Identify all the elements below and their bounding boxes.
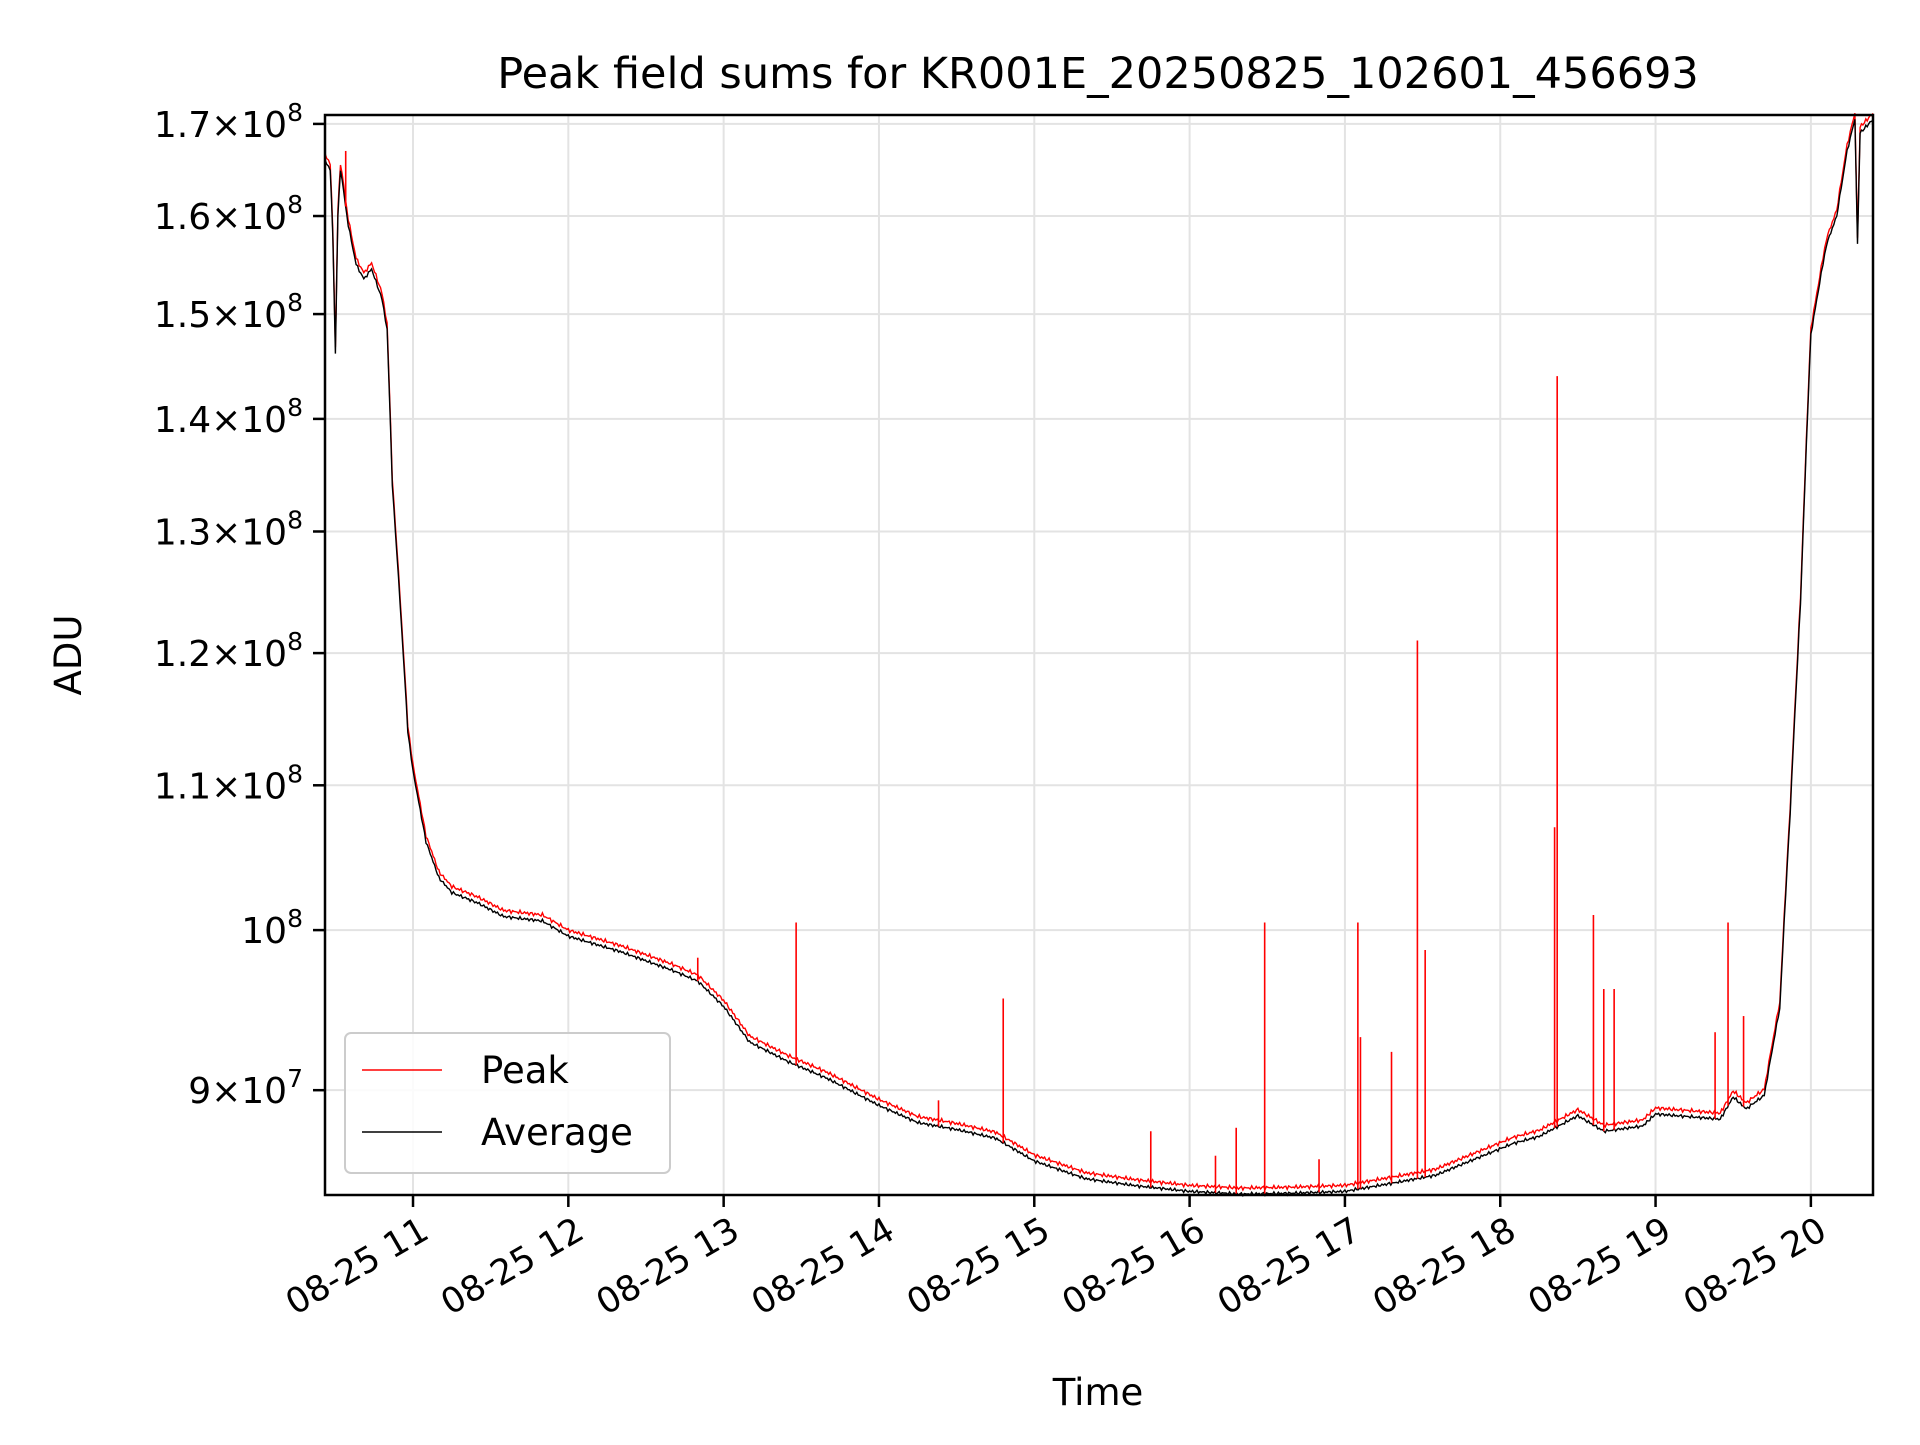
x-tick-label: 08-25 18 — [1366, 1210, 1522, 1323]
x-tick-label: 08-25 20 — [1677, 1210, 1833, 1323]
y-tick-label: 1.4×108 — [154, 393, 303, 441]
axes-frame — [323, 113, 1875, 1197]
legend-label-peak: Peak — [481, 1049, 569, 1092]
y-tick-label: 1.5×108 — [154, 288, 303, 336]
chart-title: Peak field sums for KR001E_20250825_1026… — [497, 49, 1699, 99]
y-tick-label: 9×107 — [188, 1064, 303, 1112]
y-tick-label: 1.2×108 — [154, 627, 303, 675]
y-axis: 9×107 108 1.1×108 1.2×108 1.3×108 1.4×108 1.5×… — [154, 98, 325, 1112]
x-tick-label: 08-25 11 — [279, 1210, 435, 1323]
x-tick-label: 08-25 17 — [1211, 1210, 1367, 1323]
legend: Peak Average — [344, 1032, 671, 1174]
y-axis-label: ADU — [47, 615, 90, 696]
peak-series-line — [324, 113, 1874, 1192]
plot-area — [324, 113, 1874, 1198]
x-axis-label: Time — [1052, 1371, 1144, 1414]
average-series-line — [324, 119, 1874, 1198]
y-tick-label: 1.7×108 — [154, 98, 303, 146]
x-tick-label: 08-25 15 — [900, 1210, 1056, 1323]
x-axis: 08-25 11 08-25 12 08-25 13 08-25 14 08-25 15… — [279, 1195, 1833, 1323]
legend-label-average: Average — [481, 1111, 633, 1154]
legend-box — [344, 1032, 671, 1174]
y-tick-label: 108 — [241, 904, 303, 952]
y-tick-label: 1.1×108 — [154, 759, 303, 807]
x-tick-label: 08-25 16 — [1056, 1210, 1212, 1323]
x-tick-label: 08-25 14 — [745, 1210, 901, 1323]
y-tick-label: 1.3×108 — [154, 505, 303, 553]
x-tick-label: 08-25 19 — [1522, 1210, 1678, 1323]
x-tick-label: 08-25 13 — [590, 1210, 746, 1323]
y-tick-label: 1.6×108 — [154, 190, 303, 238]
x-tick-label: 08-25 12 — [435, 1210, 591, 1323]
